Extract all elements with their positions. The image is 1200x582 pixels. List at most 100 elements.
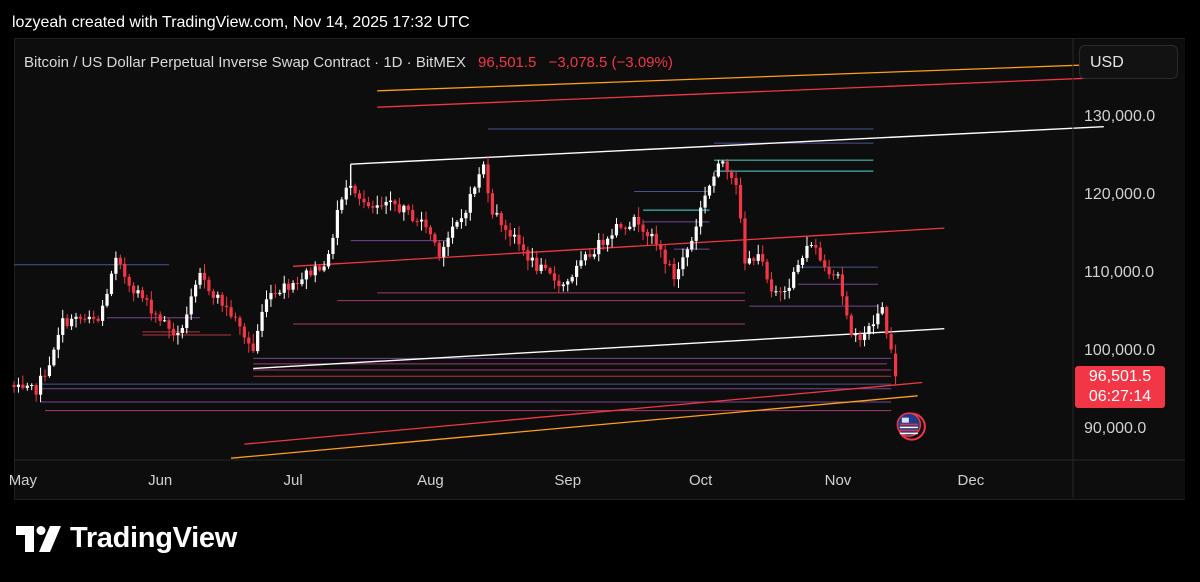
candle-body xyxy=(83,318,87,320)
candle-body xyxy=(264,299,269,312)
candle-body xyxy=(459,218,464,223)
currency-button[interactable]: USD xyxy=(1079,45,1178,79)
candle-body xyxy=(52,349,56,366)
candle-body xyxy=(260,311,264,331)
candle-body xyxy=(278,292,282,295)
candle-body xyxy=(601,239,605,245)
candle-body xyxy=(78,316,83,319)
candle-body xyxy=(384,201,388,206)
candle-body xyxy=(765,261,769,280)
candle-body xyxy=(575,265,579,277)
candle-body xyxy=(145,298,149,300)
candle-body xyxy=(526,250,530,261)
candle-body xyxy=(180,327,184,333)
candle-body xyxy=(349,185,353,188)
candle-body xyxy=(557,280,561,287)
candle-body xyxy=(87,316,91,320)
candle-body xyxy=(247,337,251,344)
candle-body xyxy=(823,260,827,268)
candle-body xyxy=(477,174,481,188)
candle-body xyxy=(455,222,459,227)
candle-body xyxy=(269,293,273,300)
candle-body xyxy=(96,318,100,321)
candle-body xyxy=(291,282,295,290)
candle-body xyxy=(322,266,326,271)
white-trendline xyxy=(350,126,1104,165)
candle-body xyxy=(592,254,596,257)
candle-body xyxy=(641,224,645,232)
candle-body xyxy=(632,216,636,227)
candle-body xyxy=(889,333,893,350)
candle-body xyxy=(251,343,255,352)
candle-body xyxy=(783,291,787,293)
candle-body xyxy=(149,299,153,314)
candle-body xyxy=(92,316,96,319)
candle-body xyxy=(43,375,47,377)
last-price-tag: 96,501.5 06:27:14 xyxy=(1075,366,1165,408)
flag-stripe xyxy=(899,432,918,435)
tradingview-logo-icon xyxy=(16,525,61,552)
candle-body xyxy=(295,282,300,285)
bar-countdown: 06:27:14 xyxy=(1088,388,1152,405)
candle-body xyxy=(495,213,499,215)
symbol-legend: Bitcoin / US Dollar Perpetual Inverse Sw… xyxy=(24,54,673,71)
candle-body xyxy=(127,276,131,286)
candle-body xyxy=(163,320,167,322)
candle-body xyxy=(871,324,876,327)
candle-body xyxy=(256,330,260,352)
candle-body xyxy=(326,253,331,267)
price-change: −3,078.5 (−3.09%) xyxy=(548,54,673,71)
candle-body xyxy=(490,193,495,215)
candle-body xyxy=(437,242,441,257)
candle-body xyxy=(171,328,176,336)
candle-body xyxy=(637,216,641,225)
candle-body xyxy=(703,195,707,208)
candle-body xyxy=(16,384,21,387)
candle-body xyxy=(885,307,889,334)
candle-body xyxy=(402,205,406,213)
symbol-title: Bitcoin / US Dollar Perpetual Inverse Sw… xyxy=(24,54,466,71)
candle-body xyxy=(809,245,813,247)
candle-body xyxy=(818,247,822,261)
candle-body xyxy=(721,161,725,164)
candle-body xyxy=(761,254,765,262)
flag-stripe xyxy=(899,426,918,429)
axes: 90,000.0 100,000.0 110,000.0 120,000.0 130,0… xyxy=(9,38,1185,498)
candle-body xyxy=(707,185,712,196)
event-marker[interactable] xyxy=(896,412,926,441)
candle-body xyxy=(725,161,729,173)
candle-body xyxy=(136,290,140,294)
candle-body xyxy=(300,279,304,285)
candle-body xyxy=(512,234,517,237)
candle-body xyxy=(893,353,898,377)
candle-body xyxy=(189,296,193,315)
candle-body xyxy=(699,207,703,227)
candle-body xyxy=(712,176,716,186)
time-tick-label: May xyxy=(9,472,38,489)
candle-body xyxy=(659,244,663,250)
candle-body xyxy=(415,221,419,223)
candle-body xyxy=(769,279,774,292)
candle-body xyxy=(570,276,574,282)
candle-body xyxy=(867,326,871,335)
candle-body xyxy=(313,266,317,276)
candle-body xyxy=(610,235,614,239)
candle-body xyxy=(778,291,782,293)
candle-body xyxy=(105,293,109,306)
time-tick-label: Sep xyxy=(554,472,581,489)
candle-body xyxy=(101,305,105,321)
candle-body xyxy=(304,270,308,280)
horizontal-levels xyxy=(14,128,892,412)
price-tick-label: 110,000.0 xyxy=(1084,264,1154,281)
candle-body xyxy=(229,307,233,317)
candle-body xyxy=(233,316,238,318)
candle-body xyxy=(282,283,286,293)
candle-body xyxy=(880,307,884,314)
candle-body xyxy=(614,224,619,236)
candle-body xyxy=(827,267,831,275)
candle-body xyxy=(508,229,512,237)
trendlines xyxy=(231,63,1104,459)
candle-body xyxy=(140,290,145,299)
time-tick-label: Jul xyxy=(283,472,302,489)
